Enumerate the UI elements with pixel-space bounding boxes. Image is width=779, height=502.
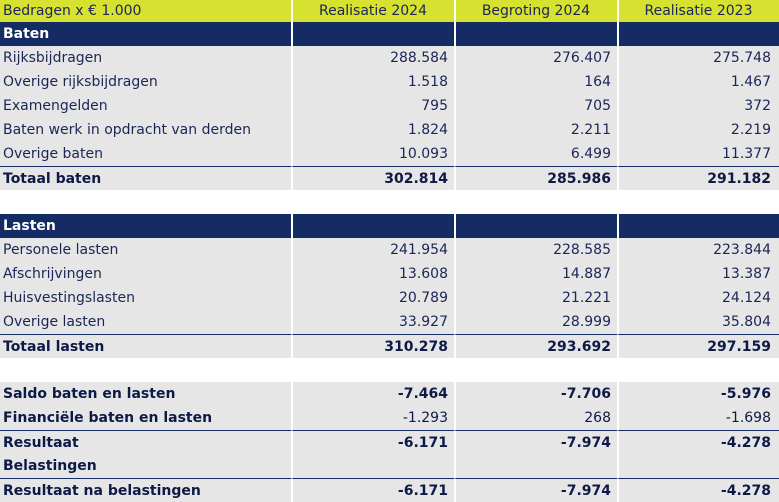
- cell-value: 293.692: [454, 334, 617, 358]
- cell-value: 372: [617, 94, 779, 118]
- cell-value: -4.278: [617, 478, 779, 502]
- table-row: Rijksbijdragen 288.584 276.407 275.748: [0, 46, 779, 70]
- table-row: Overige lasten 33.927 28.999 35.804: [0, 310, 779, 334]
- section-title: Lasten: [0, 214, 291, 238]
- resultaat-na-belastingen-row: Resultaat na belastingen -6.171 -7.974 -…: [0, 478, 779, 502]
- cell-value: 1.824: [291, 118, 454, 142]
- cell-value: 705: [454, 94, 617, 118]
- cell-value: -6.171: [291, 430, 454, 454]
- cell-value: 275.748: [617, 46, 779, 70]
- table-row: Examengelden 795 705 372: [0, 94, 779, 118]
- cell-value: 14.887: [454, 262, 617, 286]
- cell-value: -7.974: [454, 430, 617, 454]
- cell-value: 33.927: [291, 310, 454, 334]
- financieel-row: Financiële baten en lasten -1.293 268 -1…: [0, 406, 779, 430]
- resultaat-row: Resultaat -6.171 -7.974 -4.278: [0, 430, 779, 454]
- table-row: Huisvestingslasten 20.789 21.221 24.124: [0, 286, 779, 310]
- cell-value: 276.407: [454, 46, 617, 70]
- cell-value: -5.976: [617, 382, 779, 406]
- section-lasten: Lasten: [0, 214, 779, 238]
- cell-value: -6.171: [291, 478, 454, 502]
- row-label: Resultaat na belastingen: [0, 478, 291, 502]
- belastingen-row: Belastingen: [0, 454, 779, 478]
- cell-value: 20.789: [291, 286, 454, 310]
- cell-value: 28.999: [454, 310, 617, 334]
- cell-value: 302.814: [291, 166, 454, 190]
- row-label: Belastingen: [0, 454, 291, 478]
- cell-value: 10.093: [291, 142, 454, 166]
- row-label: Afschrijvingen: [0, 262, 291, 286]
- cell-value: 2.211: [454, 118, 617, 142]
- header-col-realisatie-2024: Realisatie 2024: [291, 0, 454, 22]
- cell-value: -4.278: [617, 430, 779, 454]
- section-baten: Baten: [0, 22, 779, 46]
- cell-value: -7.706: [454, 382, 617, 406]
- row-label: Financiële baten en lasten: [0, 406, 291, 430]
- cell-value: 297.159: [617, 334, 779, 358]
- row-label: Totaal baten: [0, 166, 291, 190]
- saldo-row: Saldo baten en lasten -7.464 -7.706 -5.9…: [0, 382, 779, 406]
- total-row-lasten: Totaal lasten 310.278 293.692 297.159: [0, 334, 779, 358]
- spacer: [0, 190, 779, 214]
- table-row: Baten werk in opdracht van derden 1.824 …: [0, 118, 779, 142]
- cell-value: 310.278: [291, 334, 454, 358]
- cell-value: 288.584: [291, 46, 454, 70]
- cell-value: 241.954: [291, 238, 454, 262]
- cell-value: [291, 454, 454, 478]
- table-row: Overige rijksbijdragen 1.518 164 1.467: [0, 70, 779, 94]
- total-row-baten: Totaal baten 302.814 285.986 291.182: [0, 166, 779, 190]
- row-label: Overige baten: [0, 142, 291, 166]
- section-title: Baten: [0, 22, 291, 46]
- header-col-realisatie-2023: Realisatie 2023: [617, 0, 779, 22]
- cell-value: 6.499: [454, 142, 617, 166]
- cell-value: -1.698: [617, 406, 779, 430]
- cell-value: 2.219: [617, 118, 779, 142]
- header-col-begroting-2024: Begroting 2024: [454, 0, 617, 22]
- cell-value: 1.467: [617, 70, 779, 94]
- row-label: Rijksbijdragen: [0, 46, 291, 70]
- cell-value: 1.518: [291, 70, 454, 94]
- row-label: Overige rijksbijdragen: [0, 70, 291, 94]
- table-header: Bedragen x € 1.000 Realisatie 2024 Begro…: [0, 0, 779, 22]
- cell-value: 24.124: [617, 286, 779, 310]
- cell-value: 164: [454, 70, 617, 94]
- cell-value: 285.986: [454, 166, 617, 190]
- cell-value: -7.464: [291, 382, 454, 406]
- table-row: Afschrijvingen 13.608 14.887 13.387: [0, 262, 779, 286]
- cell-value: 13.387: [617, 262, 779, 286]
- cell-value: 291.182: [617, 166, 779, 190]
- cell-value: [617, 454, 779, 478]
- cell-value: [454, 454, 617, 478]
- cell-value: 228.585: [454, 238, 617, 262]
- table-row: Personele lasten 241.954 228.585 223.844: [0, 238, 779, 262]
- cell-value: 35.804: [617, 310, 779, 334]
- row-label: Examengelden: [0, 94, 291, 118]
- cell-value: -1.293: [291, 406, 454, 430]
- row-label: Totaal lasten: [0, 334, 291, 358]
- cell-value: -7.974: [454, 478, 617, 502]
- row-label: Huisvestingslasten: [0, 286, 291, 310]
- cell-value: 13.608: [291, 262, 454, 286]
- cell-value: 795: [291, 94, 454, 118]
- header-label: Bedragen x € 1.000: [0, 0, 291, 22]
- row-label: Resultaat: [0, 430, 291, 454]
- row-label: Personele lasten: [0, 238, 291, 262]
- cell-value: 21.221: [454, 286, 617, 310]
- cell-value: 268: [454, 406, 617, 430]
- cell-value: 11.377: [617, 142, 779, 166]
- row-label: Overige lasten: [0, 310, 291, 334]
- cell-value: 223.844: [617, 238, 779, 262]
- row-label: Baten werk in opdracht van derden: [0, 118, 291, 142]
- spacer: [0, 358, 779, 382]
- table-row: Overige baten 10.093 6.499 11.377: [0, 142, 779, 166]
- row-label: Saldo baten en lasten: [0, 382, 291, 406]
